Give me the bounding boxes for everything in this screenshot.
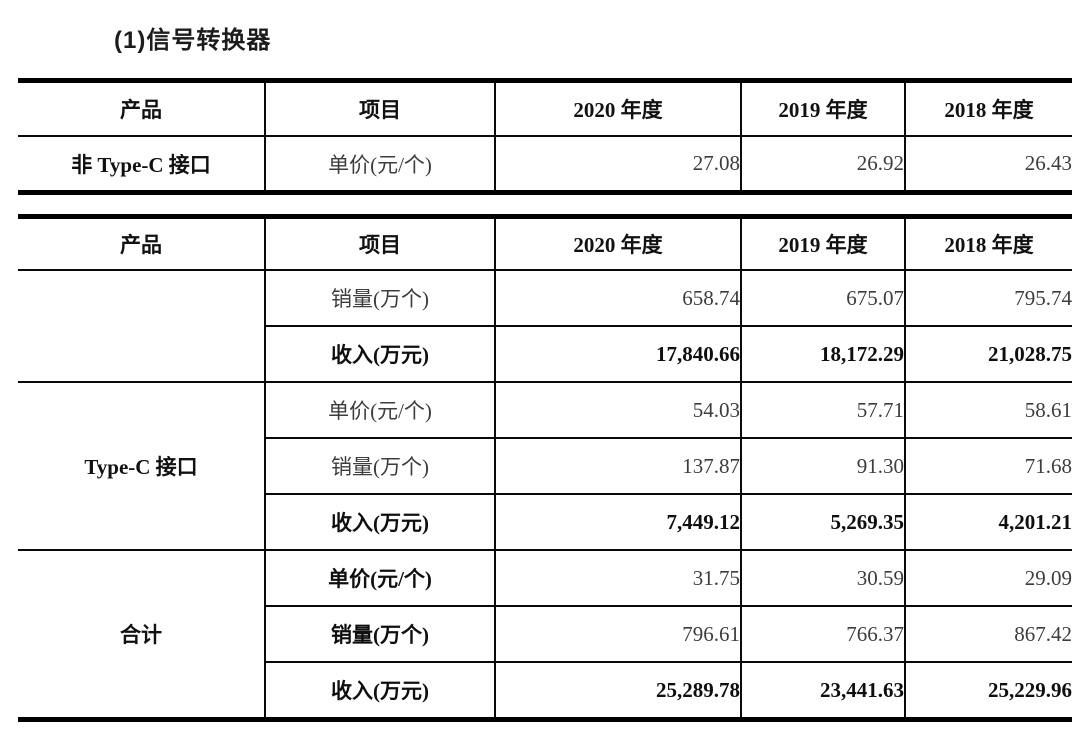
- year-2018-header: 2018 年度: [904, 215, 1072, 271]
- item-cell: 收入(万元): [264, 493, 496, 551]
- value-cell-2018: 29.09: [904, 549, 1072, 607]
- table-row: 销量(万个) 796.61 766.37 867.42: [18, 605, 1072, 663]
- table-header-row: 产品 项目 2020 年度 2019 年度 2018 年度: [18, 215, 1072, 271]
- item-cell: 销量(万个): [264, 437, 496, 495]
- value-cell-2018: 867.42: [904, 605, 1072, 663]
- year-2020-header: 2020 年度: [494, 215, 742, 271]
- value-cell-2018: 71.68: [904, 437, 1072, 495]
- table-row: 收入(万元) 17,840.66 18,172.29 21,028.75: [18, 325, 1072, 383]
- value-cell-2019: 18,172.29: [740, 325, 906, 383]
- table-row: 销量(万个) 658.74 675.07 795.74: [18, 269, 1072, 383]
- item-cell: 单价(元/个): [264, 381, 496, 439]
- value-cell-2020: 17,840.66: [494, 325, 742, 383]
- value-cell-2018: 795.74: [904, 269, 1072, 327]
- page-title: (1)信号转换器: [114, 27, 272, 54]
- value-cell-2018: 26.43: [904, 135, 1072, 194]
- product-cell-total: 合计: [18, 549, 266, 721]
- value-cell-2020: 25,289.78: [494, 661, 742, 721]
- year-2020-header: 2020 年度: [494, 79, 742, 137]
- value-cell-2020: 7,449.12: [494, 493, 742, 551]
- value-cell-2018: 58.61: [904, 381, 1072, 439]
- year-2019-header: 2019 年度: [740, 79, 906, 137]
- item-cell: 收入(万元): [264, 325, 496, 383]
- value-cell-2020: 137.87: [494, 437, 742, 495]
- year-2019-header: 2019 年度: [740, 215, 906, 271]
- unit-price-table: 产品 项目 2020 年度 2019 年度 2018 年度 非 Type-C 接…: [18, 78, 1072, 195]
- item-cell: 销量(万个): [264, 269, 496, 327]
- table-row: 销量(万个) 137.87 91.30 71.68: [18, 437, 1072, 495]
- value-cell-2020: 27.08: [494, 135, 742, 194]
- item-header: 项目: [264, 215, 496, 271]
- value-cell-2019: 675.07: [740, 269, 906, 327]
- table-row: 收入(万元) 25,289.78 23,441.63 25,229.96: [18, 661, 1072, 721]
- value-cell-2020: 658.74: [494, 269, 742, 327]
- value-cell-2018: 4,201.21: [904, 493, 1072, 551]
- item-cell: 单价(元/个): [264, 549, 496, 607]
- value-cell-2018: 25,229.96: [904, 661, 1072, 721]
- product-cell-typec: Type-C 接口: [18, 381, 266, 551]
- value-cell-2019: 91.30: [740, 437, 906, 495]
- table-row: 合计 单价(元/个) 31.75 30.59 29.09: [18, 549, 1072, 721]
- table-row: 收入(万元) 7,449.12 5,269.35 4,201.21: [18, 493, 1072, 551]
- value-cell-2019: 5,269.35: [740, 493, 906, 551]
- product-cell: 非 Type-C 接口: [18, 135, 266, 194]
- product-header: 产品: [18, 79, 266, 137]
- product-header: 产品: [18, 215, 266, 271]
- detail-table: 产品 项目 2020 年度 2019 年度 2018 年度 销量(万个) 658…: [18, 214, 1072, 722]
- value-cell-2020: 31.75: [494, 549, 742, 607]
- product-cell-blank: [18, 269, 266, 383]
- value-cell-2018: 21,028.75: [904, 325, 1072, 383]
- value-cell-2019: 30.59: [740, 549, 906, 607]
- item-cell: 销量(万个): [264, 605, 496, 663]
- table-row: Type-C 接口 单价(元/个) 54.03 57.71 58.61: [18, 381, 1072, 551]
- value-cell-2019: 766.37: [740, 605, 906, 663]
- value-cell-2019: 57.71: [740, 381, 906, 439]
- value-cell-2020: 796.61: [494, 605, 742, 663]
- value-cell-2020: 54.03: [494, 381, 742, 439]
- item-header: 项目: [264, 79, 496, 137]
- year-2018-header: 2018 年度: [904, 79, 1072, 137]
- table-header-row: 产品 项目 2020 年度 2019 年度 2018 年度: [18, 79, 1072, 137]
- value-cell-2019: 26.92: [740, 135, 906, 194]
- item-cell: 收入(万元): [264, 661, 496, 721]
- item-cell: 单价(元/个): [264, 135, 496, 194]
- value-cell-2019: 23,441.63: [740, 661, 906, 721]
- table-row: 非 Type-C 接口 单价(元/个) 27.08 26.92 26.43: [18, 135, 1072, 194]
